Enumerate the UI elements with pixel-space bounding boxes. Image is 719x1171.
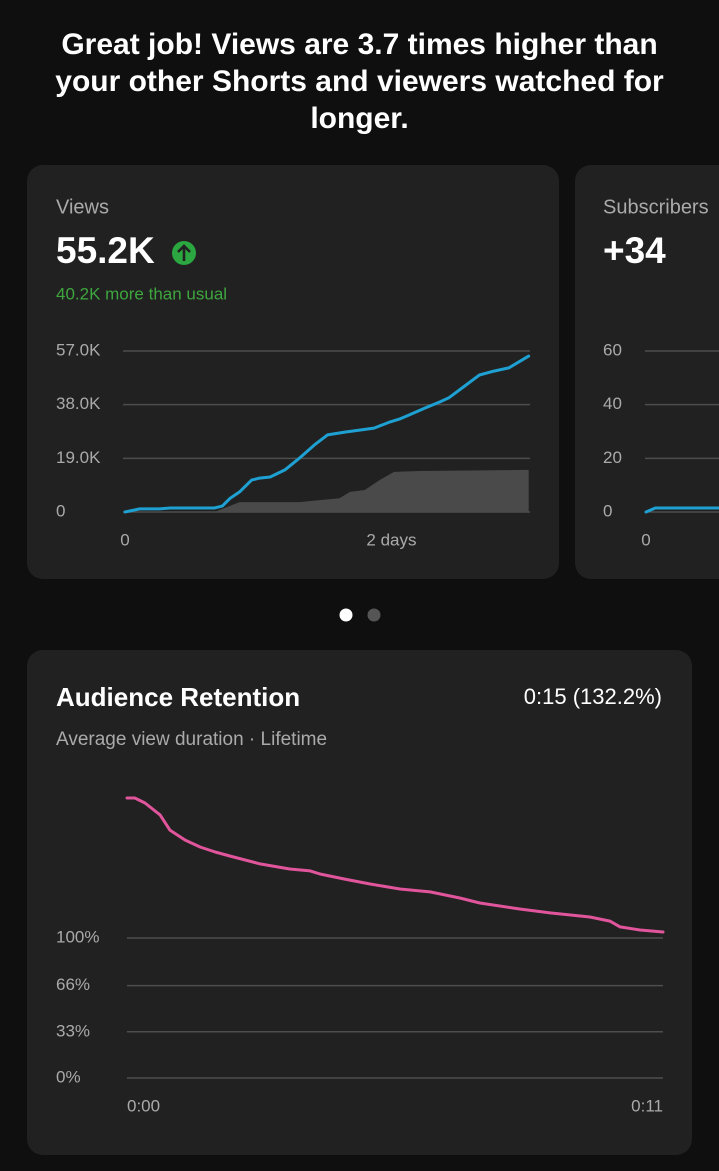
y-tick-label: 100% — [56, 927, 99, 946]
y-tick-label: 57.0K — [56, 340, 101, 359]
headline: Great job! Views are 3.7 times higher th… — [55, 28, 664, 135]
views-delta: 40.2K more than usual — [56, 284, 227, 303]
line — [123, 354, 531, 514]
y-tick-label: 66% — [56, 975, 90, 994]
retention-subtitle: Average view duration · Lifetime — [56, 729, 327, 750]
subscribers-value: +34 — [603, 230, 666, 271]
y-tick-label: 40 — [603, 394, 622, 413]
page-dot[interactable] — [339, 608, 353, 622]
y-tick-label: 20 — [603, 448, 622, 467]
up-arrow — [177, 244, 191, 261]
views-value: 55.2K — [56, 230, 155, 271]
views-card[interactable] — [27, 165, 559, 579]
y-tick-label: 33% — [56, 1021, 90, 1040]
subscribers-card[interactable] — [575, 165, 719, 579]
retention-title: Audience Retention — [56, 682, 300, 712]
page-dot[interactable] — [367, 608, 381, 622]
retention-card[interactable] — [27, 650, 692, 1155]
y-tick-label: 0% — [56, 1067, 81, 1086]
x-tick-label: 0 — [120, 530, 129, 549]
y-tick-label: 0 — [603, 501, 612, 520]
y-tick-label: 38.0K — [56, 394, 101, 413]
x-tick-label: 2 days — [366, 530, 416, 549]
y-tick-label: 19.0K — [56, 448, 101, 467]
y-tick-label: 0 — [56, 501, 65, 520]
x-tick-label: 0:00 — [127, 1096, 160, 1115]
subscribers-label: Subscribers — [603, 196, 709, 218]
retention-summary: 0:15 (132.2%) — [524, 684, 662, 709]
area — [125, 469, 529, 512]
views-label: Views — [56, 196, 109, 218]
y-tick-label: 60 — [603, 340, 622, 359]
line — [125, 796, 665, 934]
line — [644, 506, 719, 514]
x-tick-label: 0:11 — [631, 1096, 663, 1115]
x-tick-label: 0 — [641, 530, 650, 549]
